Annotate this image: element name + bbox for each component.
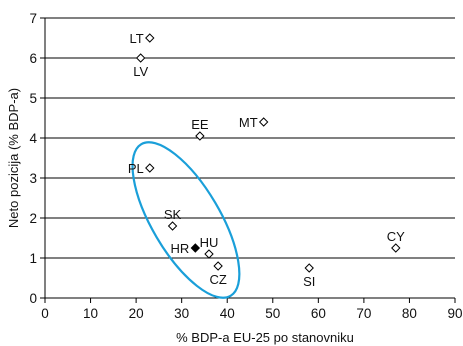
y-tick-label-7: 7 — [29, 11, 37, 26]
y-tick-label-1: 1 — [29, 251, 37, 266]
axes — [40, 17, 456, 303]
data-point-mt — [258, 117, 269, 127]
data-point-pl — [145, 163, 155, 173]
y-tick-label-2: 2 — [29, 211, 37, 226]
point-label-hr: HR — [171, 241, 190, 256]
y-axis-title: Neto pozicija (% BDP-a) — [6, 88, 21, 228]
gridlines — [45, 17, 455, 299]
x-tick-label-90: 90 — [447, 306, 462, 321]
point-label-hu: HU — [200, 235, 219, 250]
x-tick-label-40: 40 — [220, 306, 235, 321]
y-tick-label-5: 5 — [29, 91, 37, 106]
x-tick-label-50: 50 — [265, 306, 280, 321]
y-tick-label-3: 3 — [29, 171, 37, 186]
x-tick-label-60: 60 — [311, 306, 326, 321]
point-label-cy: CY — [387, 229, 405, 244]
data-point-si — [304, 263, 314, 273]
x-tick-label-30: 30 — [174, 306, 189, 321]
x-tick-label-20: 20 — [129, 306, 144, 321]
point-label-pl: PL — [128, 161, 144, 176]
data-point-hr — [190, 243, 201, 253]
x-tick-label-80: 80 — [402, 306, 417, 321]
point-label-mt: MT — [239, 115, 258, 130]
data-point-cz — [213, 261, 223, 271]
point-label-lt: LT — [130, 31, 144, 46]
x-tick-label-10: 10 — [83, 306, 98, 321]
point-label-ee: EE — [191, 117, 209, 132]
x-tick-label-70: 70 — [356, 306, 371, 321]
point-label-cz: CZ — [209, 272, 226, 287]
data-point-hu — [204, 249, 214, 259]
data-point-lv — [135, 53, 146, 63]
point-label-si: SI — [303, 274, 315, 289]
data-point-sk — [167, 221, 178, 231]
y-tick-label-4: 4 — [29, 131, 37, 146]
x-tick-labels: 0 10 20 30 40 50 60 70 80 90 — [41, 306, 462, 321]
data-point-lt — [145, 33, 155, 43]
highlight-ellipse — [131, 141, 241, 299]
data-point-ee — [195, 131, 205, 141]
y-tick-label-0: 0 — [29, 291, 37, 306]
data-point-cy — [391, 243, 401, 253]
point-label-sk: SK — [164, 207, 182, 222]
x-axis-title: % BDP-a EU-25 po stanovniku — [176, 330, 354, 345]
y-tick-label-6: 6 — [29, 51, 37, 66]
data-points: LT LV EE MT PL SK HR HU CZ SI CY — [128, 31, 405, 289]
x-tick-label-0: 0 — [41, 306, 49, 321]
y-tick-labels: 0 1 2 3 4 5 6 7 — [29, 11, 37, 306]
point-label-lv: LV — [133, 64, 148, 79]
